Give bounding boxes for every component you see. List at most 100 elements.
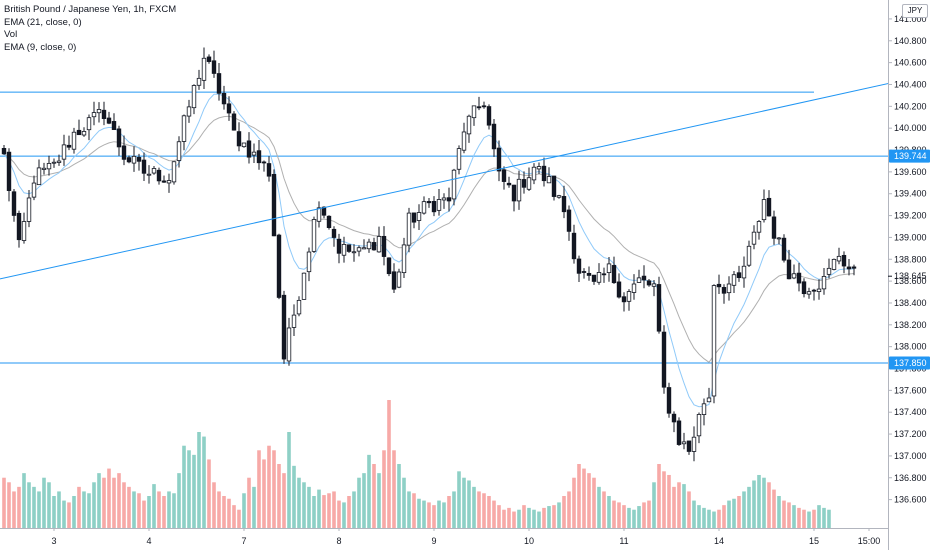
volume-bar <box>242 493 246 528</box>
candle <box>236 122 242 152</box>
candle <box>826 258 832 279</box>
candle-body <box>301 272 307 300</box>
candle <box>456 145 462 175</box>
volume-bar <box>117 473 121 528</box>
price-tick-label: 136.600 <box>894 495 927 505</box>
candle <box>476 96 482 111</box>
volume-bar <box>717 509 721 528</box>
candle-body <box>131 155 137 164</box>
currency-badge[interactable]: JPY <box>902 4 928 18</box>
candle <box>806 287 812 299</box>
candle <box>136 153 142 171</box>
candle <box>641 265 647 289</box>
legend-vol[interactable]: Vol <box>4 29 18 40</box>
volume-bar <box>672 486 676 528</box>
candle-body <box>201 57 207 81</box>
volume-bar <box>617 502 621 528</box>
candle-body <box>501 169 507 182</box>
candle <box>536 162 542 175</box>
candle <box>51 158 57 168</box>
volume-bar <box>722 505 726 528</box>
volume-bar <box>822 507 826 528</box>
candle-body <box>721 287 727 294</box>
volume-bar <box>12 491 16 528</box>
candle <box>681 432 687 450</box>
candle-body <box>211 60 217 74</box>
candle-body <box>606 263 612 273</box>
volume-bar <box>507 507 511 528</box>
volume-bar <box>337 500 341 528</box>
candle-body <box>256 150 262 164</box>
candle-body <box>761 199 767 221</box>
volume-bar <box>157 491 161 528</box>
candle-body <box>836 255 842 262</box>
volume-bar <box>772 489 776 528</box>
candle-body <box>676 420 682 445</box>
price-tick-label: 140.400 <box>894 79 927 89</box>
candle <box>771 210 777 245</box>
volume-bar <box>482 493 486 528</box>
candle <box>436 188 442 216</box>
volume-bar <box>517 509 521 528</box>
candle <box>396 268 402 289</box>
candle-body <box>161 180 167 183</box>
price-tick-label: 138.800 <box>894 254 927 264</box>
candle <box>821 267 827 295</box>
candle <box>61 134 67 166</box>
candle <box>531 163 537 185</box>
candle <box>286 317 292 366</box>
volume-bar <box>377 473 381 528</box>
volume-bar <box>402 477 406 528</box>
candle-body <box>491 123 497 150</box>
volume-bar <box>352 491 356 528</box>
candle <box>276 233 282 300</box>
candle-body <box>851 266 857 269</box>
candle <box>226 96 232 121</box>
legend-ema-21[interactable]: EMA (21, close, 0) <box>4 16 82 28</box>
candle-body <box>576 258 582 274</box>
candle-body <box>61 144 67 160</box>
candle <box>636 269 642 283</box>
price-labels: 139.744 138.645 137.850 <box>888 149 930 370</box>
candle <box>836 247 842 265</box>
volume-bar <box>417 498 421 528</box>
volume-bar <box>787 502 791 528</box>
candle-body <box>816 288 822 293</box>
candle-body <box>406 212 412 246</box>
legend-ema-9[interactable]: EMA (9, close, 0) <box>4 41 77 53</box>
candle <box>471 105 477 126</box>
candle <box>796 262 802 292</box>
candle-body <box>841 254 847 267</box>
volume-bar <box>192 454 196 528</box>
price-axis-bg <box>888 0 932 550</box>
time-tick-label: 8 <box>336 536 341 546</box>
volume-bar <box>457 471 461 528</box>
volume-bar <box>492 500 496 528</box>
volume-bar <box>177 473 181 528</box>
candle <box>26 190 32 228</box>
volume-bar <box>592 477 596 528</box>
candle-body <box>221 92 227 105</box>
candle <box>721 284 727 304</box>
candle-body <box>621 296 627 303</box>
candle <box>781 234 787 263</box>
candle <box>676 417 682 446</box>
candle <box>556 194 562 199</box>
candle-body <box>731 274 737 286</box>
volume-bar <box>57 491 61 528</box>
volume-bar <box>2 477 6 528</box>
volume-bar <box>112 477 116 528</box>
candle <box>486 104 492 130</box>
candle-body <box>821 275 827 290</box>
volume-bar <box>197 432 201 528</box>
candle <box>686 440 692 455</box>
candles <box>1 47 857 462</box>
candle-body <box>541 165 547 182</box>
candle <box>586 266 592 281</box>
volume-bar <box>302 482 306 528</box>
candle <box>361 239 367 250</box>
candle <box>96 102 102 123</box>
volume-bar <box>277 464 281 528</box>
candle <box>291 304 297 337</box>
